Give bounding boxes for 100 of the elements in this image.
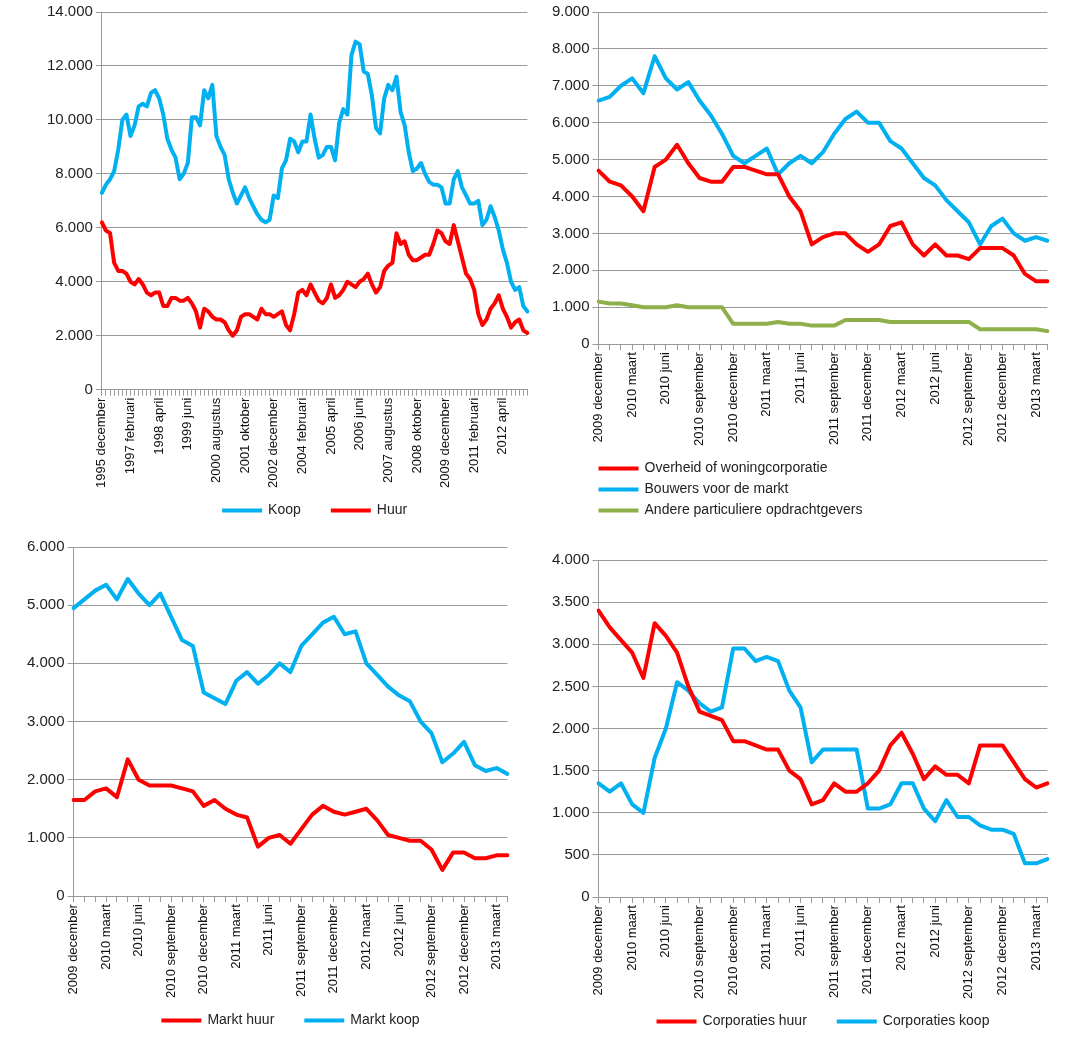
x-tick-label: 2005 april xyxy=(322,397,338,455)
y-tick-label: 4.000 xyxy=(551,550,590,568)
x-tick-label: 2013 maart xyxy=(1027,351,1043,418)
y-tick-label: 3.000 xyxy=(551,634,590,652)
x-tick-label: 1995 december xyxy=(93,396,109,488)
x-tick-label: 1997 februari xyxy=(122,397,138,475)
x-tick-label: 2009 december xyxy=(590,904,606,996)
y-tick-label: 4.000 xyxy=(55,271,93,289)
y-tick-label: 3.000 xyxy=(26,711,65,729)
x-tick-label: 2011 juni xyxy=(792,351,808,404)
x-tick-label: 2012 april xyxy=(494,397,510,455)
x-tick-label: 2011 december xyxy=(859,351,875,442)
x-tick-label: 2012 juni xyxy=(390,903,406,957)
x-tick-label: 2012 maart xyxy=(893,351,909,418)
x-tick-label: 1998 april xyxy=(150,397,166,455)
x-tick-label: 2010 september xyxy=(691,351,707,446)
y-tick-label: 5.000 xyxy=(551,149,590,167)
x-tick-label: 2011 juni xyxy=(792,904,808,957)
x-tick-label: 2011 februari xyxy=(465,397,481,474)
y-tick-label: 9.000 xyxy=(551,2,590,20)
x-tick-label: 2011 maart xyxy=(758,351,774,417)
x-tick-label: 2010 juni xyxy=(657,351,673,405)
y-tick-label: 6.000 xyxy=(55,217,93,235)
x-tick-label: 2011 maart xyxy=(758,904,774,970)
x-tick-label: 2010 december xyxy=(724,904,740,996)
legend-label: Andere particuliere opdrachtgevers xyxy=(644,501,863,518)
y-tick-label: 0 xyxy=(581,887,590,905)
y-tick-label: 4.000 xyxy=(551,186,590,204)
legend-label: Corporaties huur xyxy=(702,1012,808,1029)
x-tick-label: 2010 maart xyxy=(97,903,113,970)
legend-label: Koop xyxy=(268,501,302,518)
y-tick-label: 2.500 xyxy=(551,676,590,694)
y-tick-label: 6.000 xyxy=(26,537,65,555)
y-tick-label: 2.000 xyxy=(55,325,93,343)
x-tick-label: 2012 september xyxy=(423,903,439,998)
x-tick-label: 2012 september xyxy=(960,351,976,446)
x-tick-label: 2008 oktober xyxy=(408,397,424,474)
x-tick-label: 2012 juni xyxy=(926,904,942,958)
legend-label: Bouwers voor de markt xyxy=(644,480,789,497)
x-tick-label: 2011 september xyxy=(825,351,841,446)
x-tick-label: 2010 maart xyxy=(623,351,639,418)
y-tick-label: 3.500 xyxy=(551,592,590,610)
y-tick-label: 1.000 xyxy=(551,297,590,315)
x-tick-label: 2001 oktober xyxy=(236,397,252,474)
x-tick-label: 2013 maart xyxy=(1027,904,1043,971)
y-tick-label: 2.000 xyxy=(26,769,65,787)
x-tick-label: 2007 augustus xyxy=(379,397,395,483)
legend-label: Markt koop xyxy=(350,1011,420,1028)
x-tick-label: 2009 december xyxy=(65,903,81,995)
x-tick-label: 2006 juni xyxy=(351,397,367,451)
x-tick-label: 2012 december xyxy=(994,904,1010,996)
legend-label: Corporaties koop xyxy=(882,1012,990,1029)
legend-label: Overheid of woningcorporatie xyxy=(644,459,828,476)
x-tick-label: 2012 september xyxy=(960,904,976,999)
y-tick-label: 8.000 xyxy=(55,163,93,181)
x-tick-label: 2011 maart xyxy=(227,903,243,969)
y-tick-label: 3.000 xyxy=(551,223,590,241)
legend-label: Markt huur xyxy=(207,1011,275,1028)
x-tick-label: 2010 september xyxy=(691,904,707,999)
x-tick-label: 2000 augustus xyxy=(208,397,224,483)
x-tick-label: 2011 december xyxy=(325,903,341,994)
y-tick-label: 500 xyxy=(564,845,590,863)
x-tick-label: 2012 juni xyxy=(926,351,942,405)
legend-label: Huur xyxy=(376,501,408,518)
x-tick-label: 2010 september xyxy=(162,903,178,998)
x-tick-label: 2012 december xyxy=(455,903,471,995)
x-tick-label: 2010 december xyxy=(724,351,740,443)
y-tick-label: 0 xyxy=(581,334,590,352)
y-tick-label: 1.500 xyxy=(551,760,590,778)
y-tick-label: 6.000 xyxy=(551,112,590,130)
y-tick-label: 4.000 xyxy=(26,653,65,671)
x-tick-label: 2012 december xyxy=(994,351,1010,443)
x-tick-label: 2011 december xyxy=(859,904,875,995)
x-tick-label: 2011 september xyxy=(825,904,841,999)
y-tick-label: 0 xyxy=(84,379,93,397)
x-tick-label: 2011 september xyxy=(292,903,308,998)
y-tick-label: 0 xyxy=(56,886,65,904)
x-tick-label: 2012 maart xyxy=(357,903,373,970)
y-tick-label: 2.000 xyxy=(551,718,590,736)
x-tick-label: 2010 juni xyxy=(130,903,146,957)
x-tick-label: 2013 maart xyxy=(488,903,504,970)
y-tick-label: 7.000 xyxy=(551,75,590,93)
x-tick-label: 2010 december xyxy=(195,903,211,995)
x-tick-label: 2002 december xyxy=(265,396,281,488)
y-tick-label: 5.000 xyxy=(26,595,65,613)
y-tick-label: 1.000 xyxy=(26,828,65,846)
y-tick-label: 10.000 xyxy=(46,110,93,128)
x-tick-label: 2010 juni xyxy=(657,904,673,958)
x-tick-label: 1999 juni xyxy=(179,397,195,451)
y-tick-label: 12.000 xyxy=(46,56,93,74)
y-tick-label: 8.000 xyxy=(551,39,590,57)
x-tick-label: 2012 maart xyxy=(893,904,909,971)
x-tick-label: 2010 maart xyxy=(623,904,639,971)
x-tick-label: 2011 juni xyxy=(260,903,276,956)
y-tick-label: 14.000 xyxy=(46,2,93,20)
y-tick-label: 2.000 xyxy=(551,260,590,278)
x-tick-label: 2009 december xyxy=(590,351,606,443)
x-tick-label: 2004 februari xyxy=(293,397,309,475)
y-tick-label: 1.000 xyxy=(551,802,590,820)
x-tick-label: 2009 december xyxy=(437,396,453,488)
